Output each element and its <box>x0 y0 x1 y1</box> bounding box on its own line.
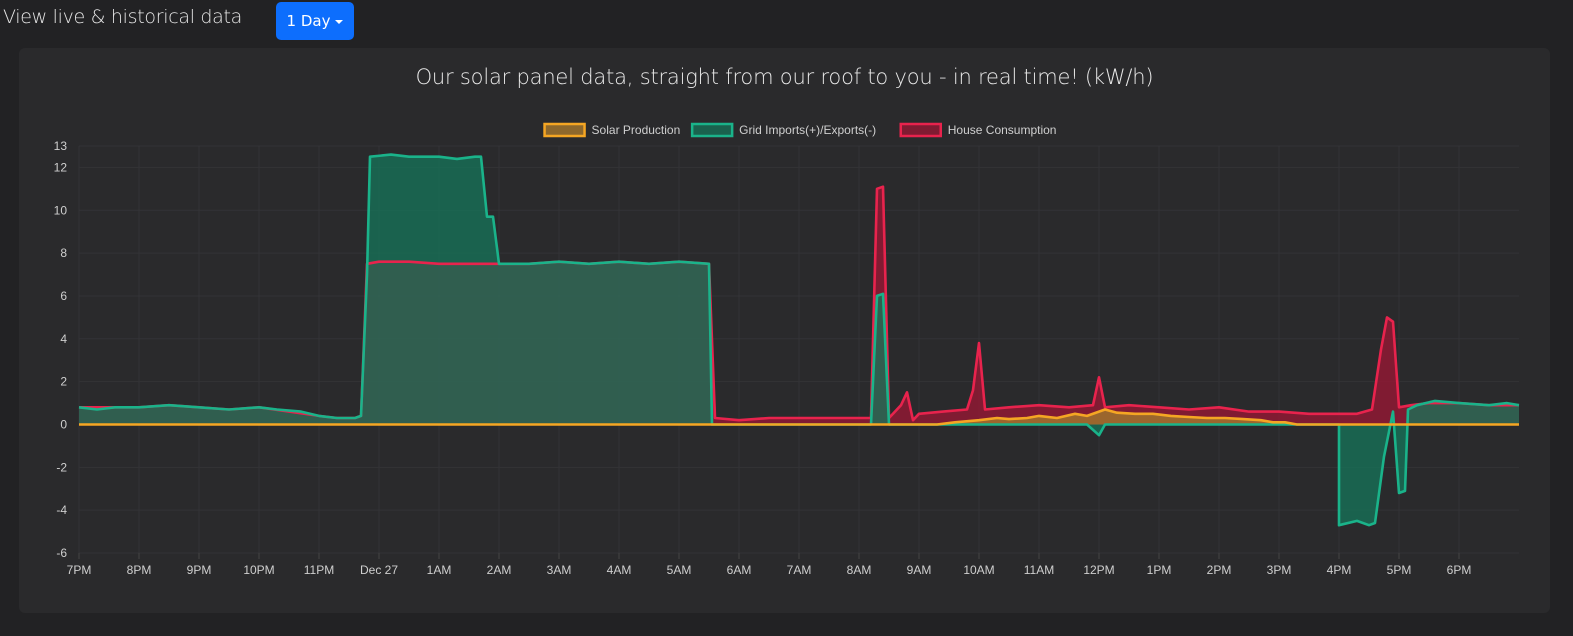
x-tick-label: 4PM <box>1327 563 1352 577</box>
y-tick-label: -2 <box>56 460 67 474</box>
chart-card: Our solar panel data, straight from our … <box>19 48 1550 613</box>
x-tick-label: 8AM <box>847 563 872 577</box>
solar-chart[interactable]: -6 -4 -2 0 2 4 6 8 10 12 13 7PM 8PM 9PM 10PM 11PM Dec 27… <box>19 48 1550 613</box>
x-tick-label: 5PM <box>1387 563 1412 577</box>
time-range-dropdown-button[interactable]: 1 Day <box>276 2 354 40</box>
legend-swatch[interactable] <box>543 122 586 138</box>
series-area-solar-production <box>79 409 1519 425</box>
y-tick-label: 0 <box>60 417 67 431</box>
legend-label[interactable]: Grid Imports(+)/Exports(-) <box>739 123 876 137</box>
x-tick-label: 6AM <box>727 563 752 577</box>
x-tick-label: 2AM <box>487 563 512 577</box>
x-tick-label: Dec 27 <box>360 563 398 577</box>
y-tick-label: 13 <box>54 139 68 153</box>
x-tick-label: 7PM <box>67 563 92 577</box>
legend-swatch[interactable] <box>899 122 942 138</box>
x-tick-label: 2PM <box>1207 563 1232 577</box>
x-tick-label: 6PM <box>1447 563 1472 577</box>
y-tick-label: 4 <box>60 332 67 346</box>
chart-title: Our solar panel data, straight from our … <box>415 65 1154 89</box>
x-tick-label: 12PM <box>1083 563 1114 577</box>
x-tick-label: 9PM <box>187 563 212 577</box>
series-line-solar-production[interactable] <box>79 408 1519 426</box>
y-tick-label: 2 <box>60 375 67 389</box>
x-tick-label: 3PM <box>1267 563 1292 577</box>
y-tick-label: -4 <box>56 503 67 517</box>
legend-swatch[interactable] <box>690 122 734 138</box>
x-tick-label: 9AM <box>907 563 932 577</box>
x-tick-label: 7AM <box>787 563 812 577</box>
x-tick-label: 4AM <box>607 563 632 577</box>
x-tick-label: 1PM <box>1147 563 1172 577</box>
page-title: View live & historical data <box>3 6 243 28</box>
legend-label[interactable]: House Consumption <box>948 123 1057 137</box>
y-tick-label: 8 <box>60 246 67 260</box>
series-area-grid-imports-exports- <box>79 154 1519 526</box>
x-tick-label: 11PM <box>304 563 334 577</box>
x-tick-label: 10PM <box>243 563 274 577</box>
x-tick-label: 11AM <box>1024 563 1054 577</box>
legend-label[interactable]: Solar Production <box>592 123 681 137</box>
time-range-label: 1 Day <box>286 12 331 30</box>
x-tick-label: 3AM <box>547 563 572 577</box>
y-tick-label: 6 <box>60 289 67 303</box>
y-tick-label: -6 <box>56 546 67 560</box>
series-line-grid-imports-exports-[interactable] <box>78 153 1520 527</box>
x-tick-label: 1AM <box>427 563 452 577</box>
caret-down-icon <box>335 20 344 24</box>
x-tick-label: 8PM <box>127 563 152 577</box>
y-tick-label: 10 <box>54 203 68 217</box>
y-tick-label: 12 <box>54 160 68 174</box>
x-tick-label: 10AM <box>963 563 994 577</box>
x-tick-label: 5AM <box>667 563 692 577</box>
